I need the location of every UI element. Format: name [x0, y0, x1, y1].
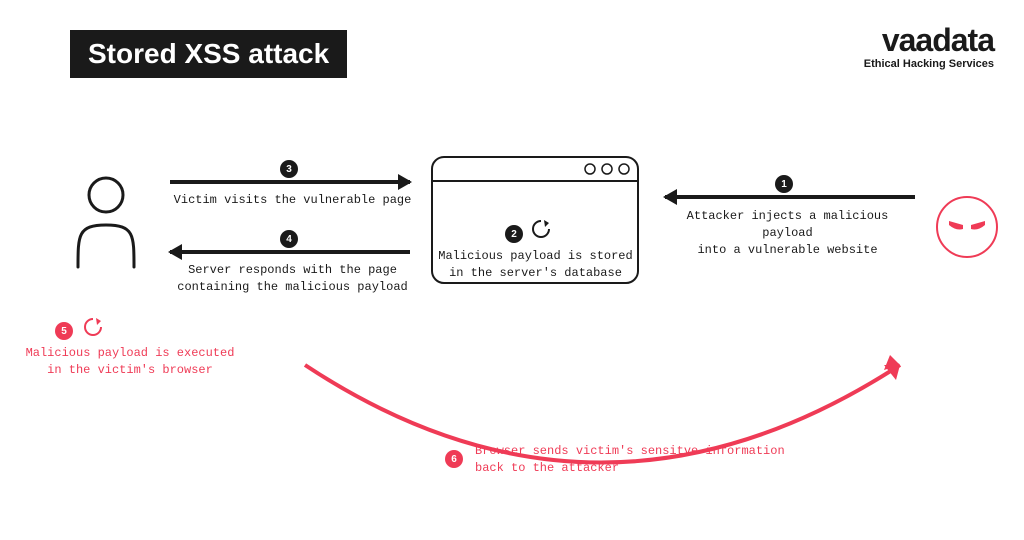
step-6-text: Browser sends victim's sensitve informat… — [475, 444, 785, 475]
step-6-label: Browser sends victim's sensitve informat… — [475, 443, 815, 477]
step-6-badge: 6 — [445, 450, 463, 468]
step-6-number: 6 — [451, 454, 457, 465]
